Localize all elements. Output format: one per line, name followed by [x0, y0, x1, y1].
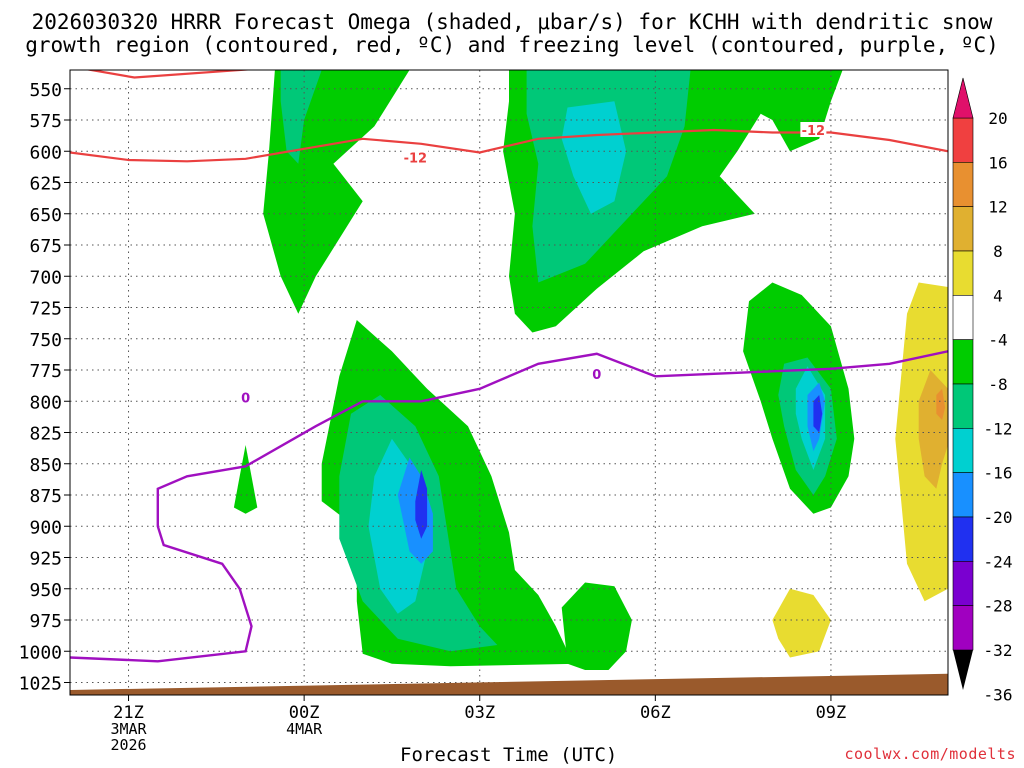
plot-frame: [69, 69, 949, 696]
terrain: [70, 673, 948, 695]
dgz-contour-line: [70, 128, 948, 163]
freezing-label-bg: [588, 365, 605, 381]
x-tick-label: 3MAR: [110, 720, 147, 738]
dgz-label-bg: [800, 122, 827, 137]
omega-region-16: [813, 395, 823, 433]
y-tick-label: 625: [29, 174, 62, 195]
colorbar-label: 4: [993, 286, 1003, 305]
colorbar-cell: [952, 561, 974, 606]
colorbar-label: -12: [984, 419, 1013, 438]
colorbar-label: -20: [984, 508, 1013, 527]
y-tick-label: 775: [29, 361, 62, 382]
colorbar-label: 12: [988, 198, 1007, 217]
y-tick-label: 925: [29, 549, 62, 570]
y-tick-label: 700: [29, 267, 62, 288]
colorbar-cell: [952, 339, 974, 385]
colorbar-label: -32: [984, 641, 1013, 660]
colorbar-label: -36: [984, 685, 1013, 704]
y-tick-label: 575: [29, 111, 62, 132]
colorbar-label: -24: [984, 552, 1013, 571]
omega-region-11: [561, 582, 632, 670]
omega-region-20: [936, 388, 946, 420]
omega-region-1: [280, 70, 322, 164]
y-tick-label: 975: [29, 611, 62, 632]
omega-region-9: [415, 470, 428, 539]
dgz-label: -12: [802, 124, 826, 139]
x-tick-label: 09Z: [816, 703, 847, 723]
x-tick-label: 00Z: [289, 703, 320, 723]
x-axis-title: Forecast Time (UTC): [400, 744, 618, 766]
colorbar-label: -28: [984, 597, 1013, 616]
x-tick-label: 4MAR: [286, 720, 323, 738]
y-tick-label: 725: [29, 299, 62, 320]
watermark: coolwx.com/modelts: [844, 745, 1016, 763]
colorbar-label: -4: [988, 331, 1007, 350]
colorbar-bottom-triangle: [953, 650, 973, 690]
dgz-label-bg: [402, 149, 429, 165]
colorbar: 20 16 12 8 4 -4 -8 -12 -16 -20 -24 -28 -32 -36: [952, 77, 1013, 704]
colorbar-cell: [952, 383, 974, 429]
x-tick-label: 2026: [110, 736, 146, 754]
y-tick-label: 800: [29, 392, 62, 413]
omega-region-4: [561, 101, 627, 214]
x-tick-label: 21Z: [113, 703, 144, 723]
colorbar-label: 8: [993, 242, 1003, 261]
x-tick-label: 06Z: [640, 703, 671, 723]
title-line-1: 2026030320 HRRR Forecast Omega (shaded, …: [31, 10, 993, 34]
freezing-level-line: [70, 350, 948, 663]
dgz-label: -12: [404, 152, 428, 167]
colorbar-label: -8: [988, 375, 1007, 394]
y-tick-label: 825: [29, 424, 62, 445]
colorbar-cell: [952, 605, 974, 651]
colorbar-label: 20: [988, 109, 1007, 128]
colorbar-top-triangle: [952, 77, 974, 119]
y-tick-label: 850: [29, 455, 62, 476]
freezing-label: 0: [592, 368, 601, 383]
colorbar-label: -16: [984, 464, 1013, 483]
y-tick-label: 675: [29, 236, 62, 257]
contours: -12 -12 0 0: [70, 70, 948, 663]
colorbar-label: 16: [988, 153, 1007, 172]
y-axis: 550 575 600 625 650 675 700 725 750 775 800 825 850 8…: [19, 80, 70, 695]
omega-region-21: [772, 588, 831, 658]
y-tick-label: 650: [29, 205, 62, 226]
y-tick-label: 1025: [19, 674, 62, 695]
y-tick-label: 750: [29, 330, 62, 351]
y-tick-label: 600: [29, 142, 62, 163]
ground: [70, 673, 948, 695]
y-tick-label: 1000: [19, 642, 62, 663]
y-tick-label: 900: [29, 517, 62, 538]
colorbar-cell: [952, 250, 974, 296]
colorbar-cell: [952, 117, 974, 163]
omega-region-10: [233, 445, 258, 514]
colorbar-cell: [952, 472, 974, 518]
colorbar-cell: [952, 428, 974, 473]
colorbar-cell: [952, 206, 974, 252]
freezing-label: 0: [241, 392, 250, 407]
freezing-label-bg: [237, 389, 254, 405]
omega-shading: [233, 70, 948, 670]
colorbar-cell: [952, 295, 974, 340]
title-line-2: growth region (contoured, red, ºC) and f…: [25, 33, 999, 57]
y-tick-label: 950: [29, 580, 62, 601]
colorbar-cell: [952, 516, 974, 562]
y-tick-label: 875: [29, 486, 62, 507]
y-tick-label: 550: [29, 80, 62, 101]
x-tick-label: 03Z: [464, 703, 495, 723]
colorbar-cell: [952, 162, 974, 207]
